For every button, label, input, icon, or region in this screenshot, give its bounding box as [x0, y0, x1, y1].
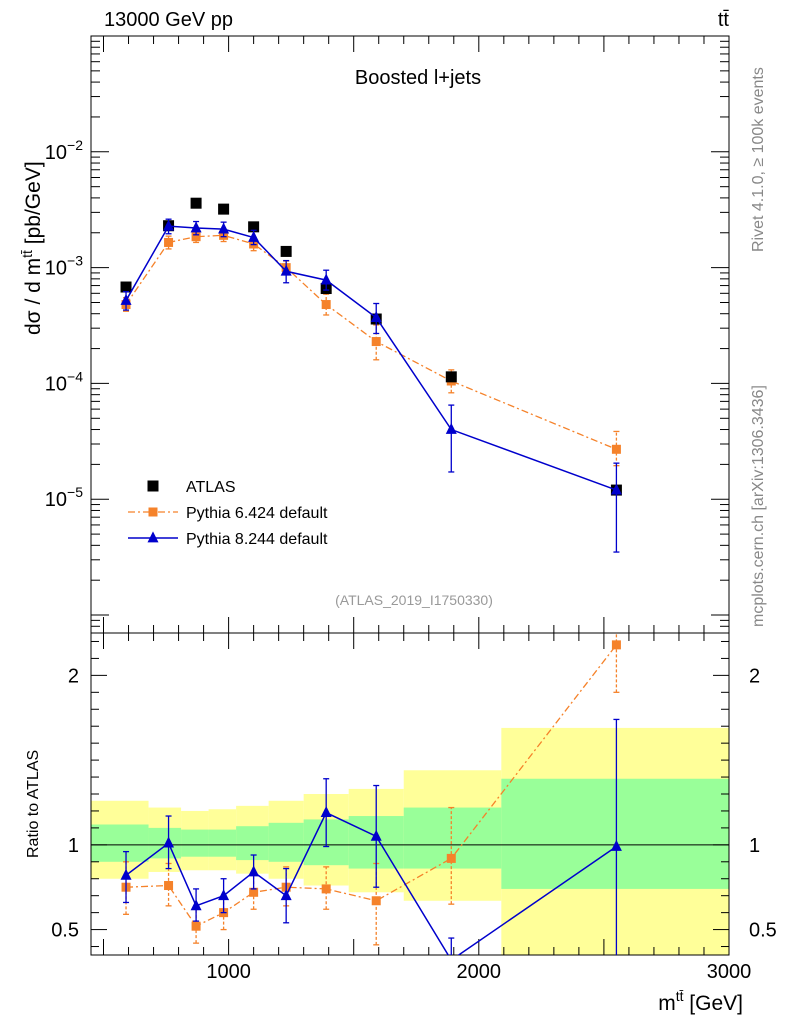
- ratio-panel: 0.5 0.5 1 1 2 2 1000 2000 3000 Ratio to ATLAS mt…: [25, 632, 777, 1015]
- ratio-ticks: [90, 632, 730, 956]
- chart-title: Boosted l+jets: [355, 67, 481, 89]
- pythia8-point: [120, 293, 132, 305]
- ratio-pythia6-point: [611, 640, 621, 650]
- ratio-pythia8-point: [370, 829, 382, 841]
- ratio-inner-band: [181, 829, 209, 857]
- x-tick-label: 1000: [206, 961, 251, 983]
- legend: ATLAS Pythia 6.424 default Pythia 8.244 de…: [128, 479, 328, 548]
- pythia8-point: [218, 222, 230, 234]
- ratio-data-clipped: [120, 633, 622, 955]
- ratio-pythia6-point: [446, 853, 456, 863]
- ratio-y-tick-label-right: 0.5: [749, 920, 777, 942]
- pythia6-point: [164, 237, 174, 247]
- main-data: [120, 197, 622, 553]
- legend-pythia8-marker: [147, 531, 159, 543]
- main-y-tick-label: 10−3: [45, 253, 83, 280]
- pythia6-point: [321, 300, 331, 310]
- legend-label: Pythia 6.424 default: [186, 505, 328, 522]
- ratio-pythia8-point: [190, 899, 202, 911]
- ratio-y-axis-label: Ratio to ATLAS: [25, 750, 42, 858]
- main-y-tick-label: 10−5: [45, 484, 83, 511]
- ratio-pythia6-point: [321, 884, 331, 894]
- pythia8-point: [320, 273, 332, 285]
- main-y-axis-label: dσ / d mtt̄ [pb/GeV]: [19, 161, 45, 335]
- energy-label: 13000 GeV pp: [104, 9, 233, 31]
- pythia8-point: [190, 221, 202, 233]
- mcplots-label: mcplots.cern.ch [arXiv:1306.3436]: [750, 385, 767, 627]
- main-y-tick-labels: 10−2 10−3 10−4 10−5: [45, 137, 83, 511]
- ratio-y-tick-label-left: 2: [68, 665, 79, 687]
- ratio-pythia8-point: [320, 806, 332, 818]
- legend-label: Pythia 8.244 default: [186, 531, 328, 548]
- ratio-data: [120, 633, 622, 955]
- process-label: tt̄: [718, 9, 730, 31]
- ratio-pythia8-point: [280, 889, 292, 901]
- ratio-pythia8-point: [163, 836, 175, 848]
- ratio-pythia8-point: [120, 868, 132, 880]
- ratio-pythia6-point: [249, 887, 259, 897]
- pythia6-point: [191, 232, 201, 242]
- pythia8-point: [280, 264, 292, 276]
- main-y-tick-label: 10−4: [45, 368, 83, 395]
- ratio-inner-band: [268, 822, 304, 862]
- pythia6-point: [371, 337, 381, 347]
- main-panel: 10−2 10−3 10−4 10−5 Boosted l+jets (ATLAS_2…: [19, 35, 730, 634]
- ratio-pythia8-point: [218, 889, 230, 901]
- main-y-tick-label: 10−2: [45, 137, 83, 164]
- x-tick-label: 2000: [457, 961, 502, 983]
- ratio-pythia6-point: [191, 921, 201, 931]
- watermark: (ATLAS_2019_I1750330): [335, 592, 493, 608]
- atlas-point: [190, 197, 202, 209]
- pythia6-point: [611, 444, 621, 454]
- pythia8-point: [248, 230, 260, 242]
- x-axis-label: mtt̄ [GeV]: [658, 988, 743, 1015]
- ratio-tick-labels: 0.5 0.5 1 1 2 2 1000 2000 3000: [51, 665, 777, 983]
- rivet-label: Rivet 4.1.0, ≥ 100k events: [750, 67, 767, 252]
- atlas-point: [218, 203, 230, 215]
- atlas-point: [120, 281, 132, 293]
- ratio-y-tick-label-left: 0.5: [51, 920, 79, 942]
- legend-pythia6-marker: [148, 507, 158, 517]
- ratio-pythia6-point: [164, 881, 174, 891]
- legend-label: ATLAS: [186, 479, 236, 496]
- atlas-point: [280, 245, 292, 257]
- ratio-pythia6-point: [371, 896, 381, 906]
- pythia8-point: [370, 311, 382, 323]
- pythia6-line: [125, 234, 617, 450]
- atlas-point: [445, 371, 457, 383]
- pythia8-point: [610, 483, 622, 495]
- pythia8-point: [163, 219, 175, 231]
- ratio-inner-band: [91, 824, 149, 862]
- ratio-pythia6-line: [126, 644, 617, 928]
- ratio-pythia8-point: [248, 865, 260, 877]
- ratio-y-tick-label-right: 2: [749, 665, 760, 687]
- legend-atlas-marker: [147, 480, 159, 492]
- ratio-y-tick-label-right: 1: [749, 835, 760, 857]
- ratio-pythia8-point: [610, 839, 622, 851]
- ratio-inner-band: [501, 778, 729, 889]
- ratio-y-tick-label-left: 1: [68, 835, 79, 857]
- ratio-bands: [91, 727, 729, 955]
- x-tick-label: 3000: [707, 961, 752, 983]
- ratio-pythia8-point: [450, 953, 453, 955]
- atlas-point: [248, 221, 260, 233]
- ratio-pythia8-line: [125, 811, 617, 955]
- ratio-inner-band: [208, 829, 237, 857]
- pythia8-point: [445, 422, 457, 434]
- pythia8-line: [125, 225, 617, 491]
